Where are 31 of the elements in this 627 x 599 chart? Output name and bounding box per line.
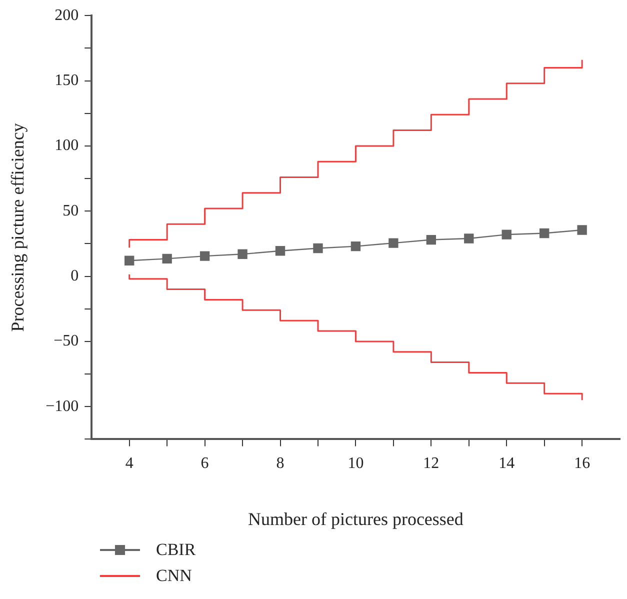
point (426, 234, 436, 245)
x-tick-label: 6 (200, 455, 209, 472)
x-tick-label: 8 (276, 455, 284, 472)
point (464, 234, 474, 244)
x-tick-label: 4 (125, 455, 134, 472)
point (238, 249, 248, 259)
point (313, 243, 323, 254)
x-axis-title: Number of pictures processed (248, 508, 464, 529)
legend-label: CNN (156, 566, 192, 586)
x-tick-label: 12 (423, 455, 440, 472)
y-tick-label: 0 (70, 267, 79, 284)
y-tick-label: 200 (54, 6, 79, 24)
y-tick-label: 150 (54, 72, 79, 89)
point (200, 251, 210, 261)
x-tick-label: 16 (574, 455, 590, 472)
point (162, 254, 172, 264)
point (124, 256, 134, 266)
point (350, 241, 361, 252)
point (388, 238, 398, 248)
legend-label: CBIR (156, 540, 196, 560)
point (577, 225, 587, 235)
point (502, 230, 512, 240)
y-tick-label: −100 (46, 398, 79, 415)
y-tick-label: 100 (54, 137, 79, 154)
y-tick-label: −50 (54, 332, 79, 350)
x-tick-label: 14 (498, 455, 515, 472)
point (540, 228, 550, 238)
point (275, 246, 286, 256)
x-tick-label: 10 (348, 455, 364, 472)
y-axis-title: Processing picture efficiency (8, 123, 28, 332)
y-tick-label: 50 (62, 202, 79, 220)
